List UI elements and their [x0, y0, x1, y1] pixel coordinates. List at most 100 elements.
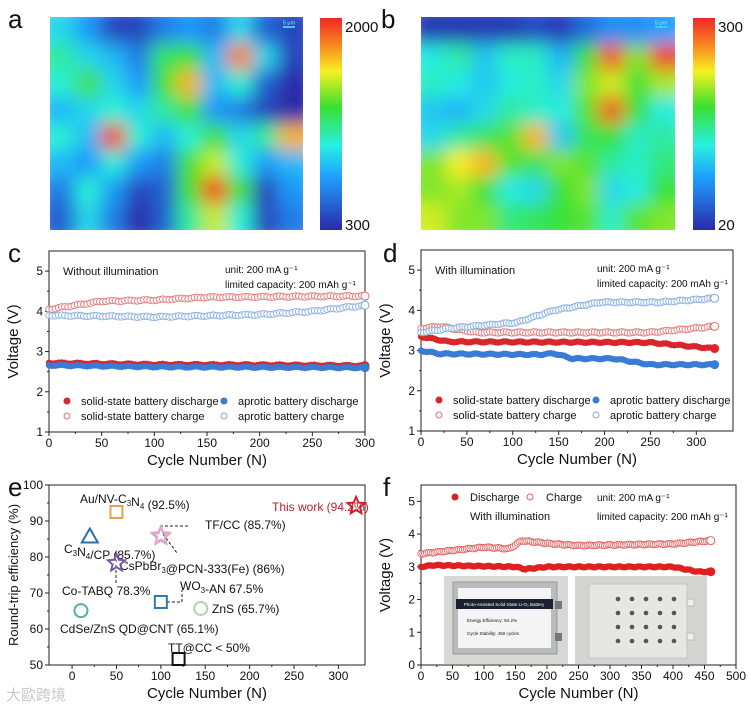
photo-label-title: Photo-Assisted Solid-State Li-O₂ Battery: [464, 602, 545, 607]
heatmap-cell: [497, 123, 524, 152]
colorbar-min-label: 20: [718, 217, 735, 234]
heatmap-cell: [125, 123, 153, 152]
heatmap-cell: [421, 150, 448, 178]
heatmap-cell: [573, 17, 600, 45]
x-tick-label: 300: [686, 435, 706, 449]
label-part: 3: [161, 566, 166, 575]
heatmap-cell: [50, 43, 77, 72]
data-point-last: [360, 291, 370, 301]
y-tick-label: 90: [30, 514, 44, 528]
heatmap-cell: [50, 176, 77, 205]
heatmap-cell: [497, 96, 524, 125]
legend-label: aprotic battery charge: [238, 411, 344, 423]
heatmap-cell: [522, 123, 549, 152]
air-hole: [657, 596, 663, 602]
heatmap-cell: [598, 70, 626, 98]
legend-marker: [63, 397, 71, 405]
air-hole: [643, 638, 649, 644]
heatmap-cell: [75, 176, 102, 205]
y-axis-label: Voltage (V): [377, 303, 394, 377]
heatmap-cell: [573, 123, 600, 152]
legend-label: Charge: [546, 492, 582, 504]
heatmap-cell: [624, 43, 651, 72]
heatmap-cell: [446, 70, 473, 98]
heatmap-cell: [624, 17, 651, 45]
series-discharge: [417, 561, 716, 577]
heatmap-cell: [277, 150, 303, 178]
x-axis-label: Cycle Number (N): [147, 452, 267, 469]
heatmap-cell: [201, 96, 229, 125]
y-tick-label: 0: [408, 658, 415, 672]
heatmap-cell: [497, 17, 524, 45]
heatmap-cell: [50, 123, 77, 152]
heatmap-cell: [277, 123, 303, 152]
pouch-cell: [588, 583, 688, 659]
heatmap-cell: [125, 17, 153, 45]
colorbar-b: [693, 18, 715, 230]
leader-line: [167, 590, 183, 603]
heatmap-cell: [50, 203, 77, 230]
air-hole: [643, 624, 649, 630]
air-hole: [671, 596, 677, 602]
x-tick-label: 50: [446, 669, 460, 683]
point-label: TT@CC < 50%: [168, 641, 250, 655]
x-tick-label: 350: [631, 669, 651, 683]
scale-bar: [283, 26, 295, 28]
annotation-condition: With illumination: [470, 511, 550, 523]
legend-marker: [63, 412, 71, 420]
series-solid-state-battery-charge: [45, 291, 370, 313]
heatmap-cell: [624, 176, 651, 205]
y-tick-label: 70: [30, 586, 44, 600]
heatmap-cell: [573, 176, 600, 205]
heatmap-cell: [75, 150, 102, 178]
y-tick-label: 4: [408, 527, 415, 541]
marker-star: [105, 551, 128, 573]
heatmap-cell: [522, 17, 549, 45]
air-hole: [671, 610, 677, 616]
heatmap-cell: [421, 17, 448, 45]
data-point-last: [710, 344, 720, 354]
x-axis-label: Cycle Number (N): [517, 451, 637, 468]
heatmap-cell: [75, 96, 102, 125]
heatmap-cell: [125, 96, 153, 125]
heatmap-cell: [548, 123, 575, 152]
heatmap-cell: [100, 43, 127, 72]
heatmap-cell: [624, 123, 651, 152]
heatmap-cell: [548, 203, 575, 230]
x-tick-label: 300: [328, 669, 348, 683]
heatmap-cell: [624, 203, 651, 230]
heatmap-cell: [125, 43, 153, 72]
heatmap-cell: [100, 150, 127, 178]
heatmap-cell: [421, 176, 448, 205]
heatmap-cell: [277, 203, 303, 230]
air-hole: [657, 624, 663, 630]
heatmap-cell: [277, 17, 303, 45]
x-tick-label: 150: [549, 435, 569, 449]
x-tick-label: 450: [694, 669, 714, 683]
annotation-capacity: limited capacity: 200 mAh g⁻¹: [597, 512, 729, 523]
air-hole: [671, 638, 677, 644]
heatmap-cell: [624, 150, 651, 178]
x-tick-label: 0: [418, 435, 425, 449]
air-hole: [629, 638, 635, 644]
heatmap-cell: [50, 17, 77, 45]
heatmap-cell: [471, 43, 499, 72]
panel-label-e: e: [8, 472, 22, 502]
label-part: @PCN-333(Fe) (86%): [166, 562, 285, 576]
data-point-last: [710, 360, 720, 370]
x-tick-label: 200: [537, 669, 557, 683]
label-part: TF/CC (85.7%): [205, 518, 286, 532]
label-part: CsPbBr: [120, 559, 161, 573]
heatmap-cell: [50, 70, 77, 98]
marker-star: [345, 494, 368, 516]
heatmap-cell: [277, 176, 303, 205]
heatmap-cell: [522, 176, 549, 205]
legend-marker: [435, 411, 443, 419]
point-label: ZnS (65.7%): [212, 602, 279, 616]
heatmap-cell: [522, 150, 549, 178]
heatmap-cell: [522, 203, 549, 230]
heatmap-a: [50, 17, 303, 230]
legend-marker: [220, 412, 228, 420]
cell-tab: [686, 632, 695, 641]
label-part: C: [64, 542, 73, 556]
